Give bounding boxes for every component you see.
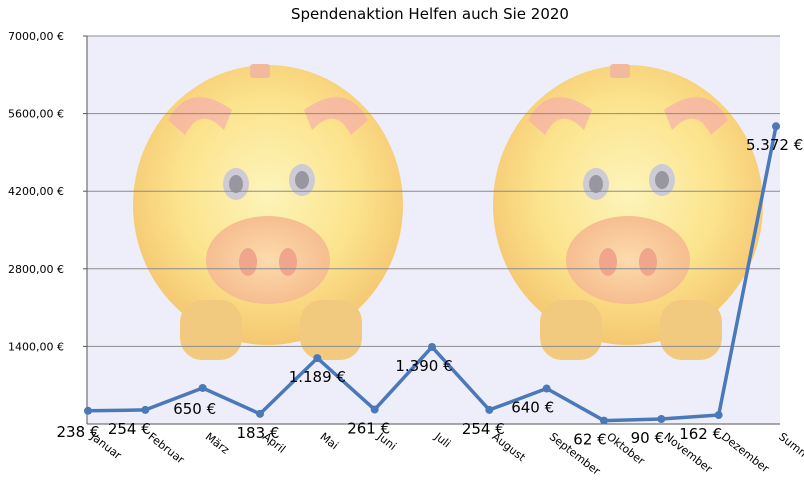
data-label: 238 €	[57, 423, 100, 441]
x-tick-label: Juli	[431, 430, 453, 451]
piggy-bank-right-image	[493, 64, 763, 360]
data-label: 162 €	[679, 425, 722, 443]
y-tick-label: 2800,00 €	[8, 263, 64, 276]
x-tick-label: März	[203, 430, 232, 457]
chart-title: Spendenaktion Helfen auch Sie 2020	[291, 5, 569, 23]
data-point	[428, 342, 436, 351]
data-label: 183 €	[237, 424, 280, 442]
data-label: 90 €	[631, 429, 664, 447]
data-label: 62 €	[573, 431, 606, 449]
data-label: 1.189 €	[289, 368, 346, 386]
data-point	[256, 409, 264, 418]
y-tick-label: 4200,00 €	[8, 185, 64, 198]
data-point	[542, 384, 551, 393]
data-label: 261 €	[347, 420, 390, 438]
data-label: 254 €	[108, 420, 151, 438]
piggy-bank-left-image	[133, 64, 403, 360]
data-point	[84, 406, 92, 415]
data-label: 5.372 €	[746, 136, 803, 154]
data-label: 254 €	[462, 420, 505, 438]
data-labels: 238 € 254 € 650 € 183 € 1.189 € 261 € 1.390 € 2…	[57, 136, 804, 448]
data-label: 1.390 €	[395, 357, 452, 375]
data-point	[370, 405, 379, 414]
x-tick-label: Dezember	[719, 430, 772, 475]
y-tick-label: 5600,00 €	[8, 108, 64, 121]
data-label: 650 €	[173, 400, 216, 418]
data-point	[485, 405, 494, 414]
background-image	[133, 64, 763, 360]
data-point	[714, 411, 723, 420]
data-label: 640 €	[511, 399, 554, 417]
data-point	[600, 416, 608, 425]
data-point	[657, 415, 666, 424]
data-point	[772, 122, 780, 131]
data-point	[141, 405, 150, 414]
series-spenden	[84, 122, 780, 425]
data-point	[198, 383, 207, 392]
y-tick-label: 7000,00 €	[8, 30, 64, 43]
gridlines	[87, 35, 780, 347]
x-tick-label: Summe	[776, 430, 804, 466]
x-tick-label: Mai	[317, 430, 340, 452]
x-tick-label: Februar	[145, 430, 187, 467]
y-axis: 1400,00 € 2800,00 € 4200,00 € 5600,00 € 7000…	[8, 30, 88, 424]
data-point	[313, 354, 322, 363]
y-tick-label: 1400,00 €	[8, 340, 64, 353]
